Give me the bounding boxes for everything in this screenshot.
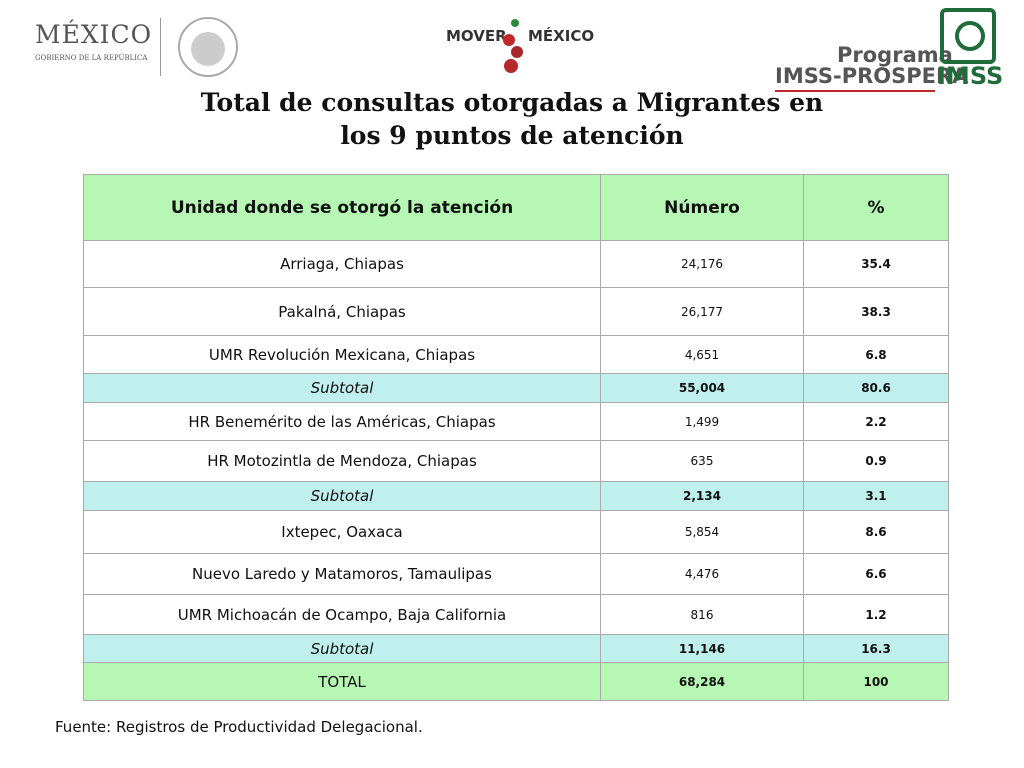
emblem [940, 8, 996, 64]
table-cell: 0.9 [803, 440, 949, 482]
table-cell: Nuevo Laredo y Matamoros, Tamaulipas [83, 553, 601, 595]
dots [503, 19, 523, 73]
table-cell: 80.6 [803, 373, 949, 403]
table-cell: 24,176 [600, 240, 804, 288]
logo-text: MÉXICO [528, 27, 595, 45]
table-cell: HR Motozintla de Mendoza, Chiapas [83, 440, 601, 482]
table-row: Pakalná, Chiapas 26,177 38.3 [83, 287, 949, 336]
table-row: Subtotal 55,004 80.6 [83, 373, 949, 403]
table-row: TOTAL 68,284 100 [83, 662, 949, 701]
mexico-logo: MÉXICO GOBIERNO DE LA REPÚBLICA [30, 17, 245, 78]
table-cell: HR Benemérito de las Américas, Chiapas [83, 402, 601, 441]
table-cell: TOTAL [83, 662, 601, 701]
table-cell: 5,854 [600, 510, 804, 554]
table-row: Subtotal 11,146 16.3 [83, 634, 949, 663]
title-line: los 9 puntos de atención [340, 121, 684, 150]
table-cell: 6.6 [803, 553, 949, 595]
table-row: UMR Revolución Mexicana, Chiapas 4,651 6.8 [83, 335, 949, 374]
table-row: Nuevo Laredo y Matamoros, Tamaulipas 4,47… [83, 553, 949, 595]
table-cell: 11,146 [600, 634, 804, 663]
table-cell: Subtotal [83, 481, 601, 511]
logo-text: MOVER [446, 27, 507, 45]
logo-text: IMSS-PROSPERA [775, 64, 969, 88]
table-cell: 100 [803, 662, 949, 701]
table-cell: UMR Michoacán de Ocampo, Baja California [83, 594, 601, 635]
logo-text: Programa [837, 43, 953, 67]
table-row: UMR Michoacán de Ocampo, Baja California… [83, 594, 949, 635]
table-cell: 26,177 [600, 287, 804, 336]
table-cell: 38.3 [803, 287, 949, 336]
table-cell: 16.3 [803, 634, 949, 663]
imss-logo: Programa IMSS-PROSPERA IMSS [775, 8, 1004, 92]
table-cell: 8.6 [803, 510, 949, 554]
table-cell: 6.8 [803, 335, 949, 374]
table-row: Subtotal 2,134 3.1 [83, 481, 949, 511]
table-cell: Arriaga, Chiapas [83, 240, 601, 288]
header-cell: % [803, 174, 949, 241]
table-cell: Subtotal [83, 634, 601, 663]
table-cell: 1,499 [600, 402, 804, 441]
table-row: HR Motozintla de Mendoza, Chiapas 635 0.9 [83, 440, 949, 482]
table-cell: 4,476 [600, 553, 804, 595]
table-cell: 2.2 [803, 402, 949, 441]
table-cell: 68,284 [600, 662, 804, 701]
table: Unidad donde se otorgó la atención Númer… [83, 174, 949, 701]
table-cell: 2,134 [600, 481, 804, 511]
table-cell: Pakalná, Chiapas [83, 287, 601, 336]
table-row: Arriaga, Chiapas 24,176 35.4 [83, 240, 949, 288]
title-line: Total de consultas otorgadas a Migrantes… [200, 88, 824, 117]
logo-brand: IMSS [937, 62, 1004, 90]
header-cell: Unidad donde se otorgó la atención [83, 174, 601, 241]
header-row: Unidad donde se otorgó la atención Númer… [83, 174, 949, 241]
table-cell: 3.1 [803, 481, 949, 511]
table-cell: 635 [600, 440, 804, 482]
logo-text: MÉXICO [35, 20, 153, 49]
table-cell: Subtotal [83, 373, 601, 403]
title: Total de consultas otorgadas a Migrantes… [0, 86, 1024, 152]
table-cell: 35.4 [803, 240, 949, 288]
logo-subtext: GOBIERNO DE LA REPÚBLICA [35, 54, 148, 62]
table-cell: 816 [600, 594, 804, 635]
header-cell: Número [600, 174, 804, 241]
table-cell: 55,004 [600, 373, 804, 403]
mover-mexico-logo: MOVER MÉXICO [446, 18, 596, 78]
table-cell: Ixtepec, Oaxaca [83, 510, 601, 554]
table-row: HR Benemérito de las Américas, Chiapas 1,… [83, 402, 949, 441]
table-cell: 4,651 [600, 335, 804, 374]
table-cell: 1.2 [803, 594, 949, 635]
table-cell: UMR Revolución Mexicana, Chiapas [83, 335, 601, 374]
source-note: Fuente: Registros de Productividad Deleg… [55, 718, 423, 736]
divider [160, 18, 161, 76]
underline [775, 90, 935, 92]
seal [178, 17, 238, 77]
table-row: Ixtepec, Oaxaca 5,854 8.6 [83, 510, 949, 554]
